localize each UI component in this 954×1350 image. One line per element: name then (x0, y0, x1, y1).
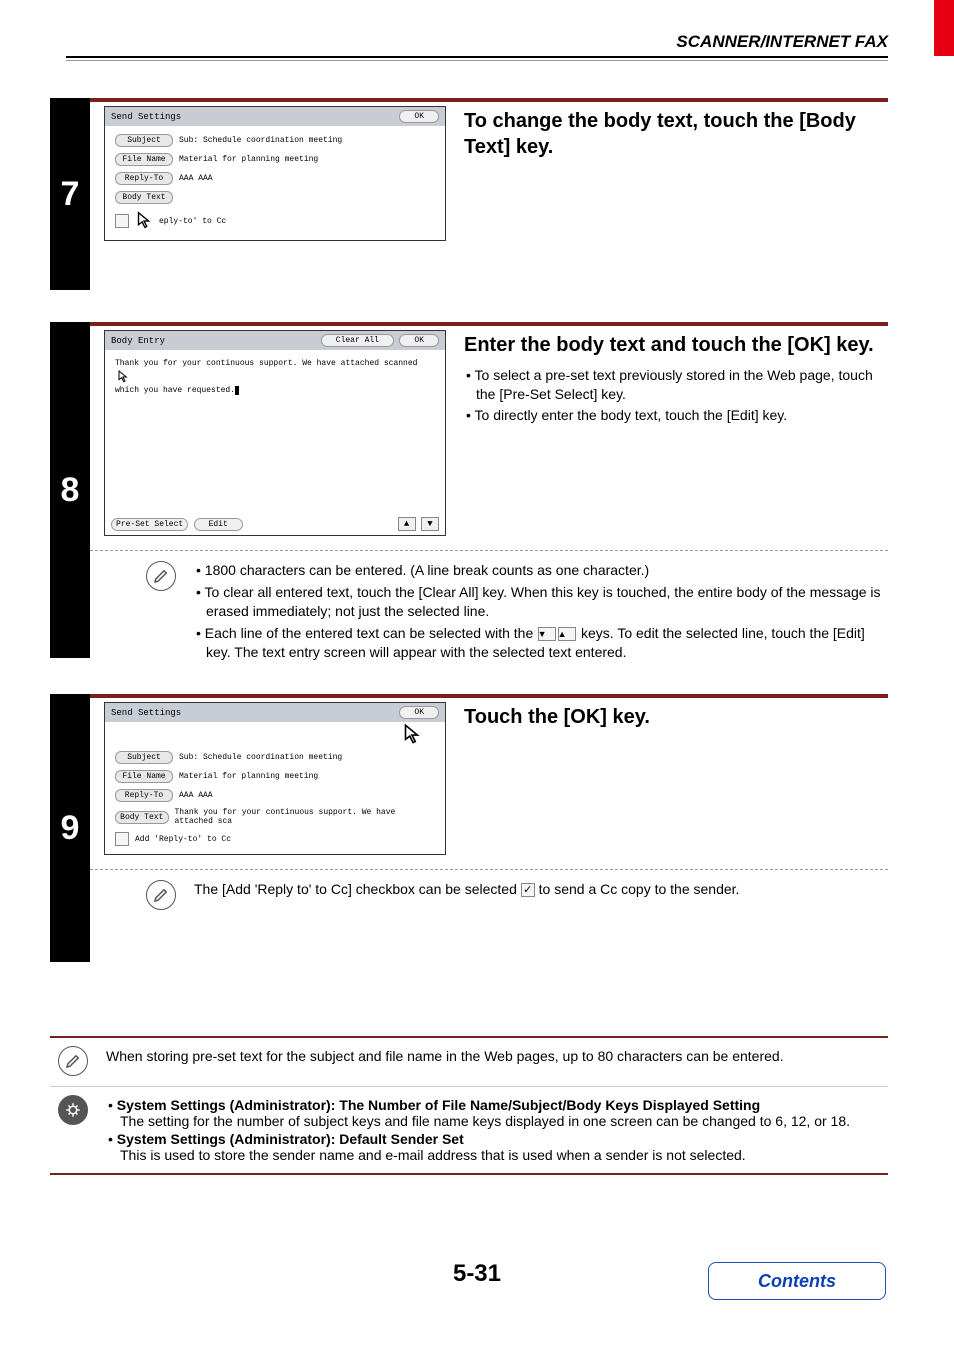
step-note: 1800 characters can be entered. (A line … (90, 561, 888, 665)
bottom-notes: When storing pre-set text for the subjec… (50, 1036, 888, 1175)
scroll-down-button[interactable]: ▼ (421, 517, 439, 531)
edit-button[interactable]: Edit (194, 518, 243, 531)
replyto-value: AAA AAA (179, 174, 213, 183)
ok-button[interactable]: OK (399, 110, 439, 123)
filename-button[interactable]: File Name (115, 153, 173, 166)
step-note: The [Add 'Reply to' to Cc] checkbox can … (90, 880, 888, 910)
step-bullets: To select a pre-set text previously stor… (464, 366, 888, 425)
cursor-icon (133, 210, 155, 232)
body-line-1: Thank you for your continuous support. W… (115, 359, 417, 368)
step-heading: Touch the [OK] key. (464, 704, 888, 730)
note-text-b: to send a Cc copy to the sender. (539, 881, 740, 897)
cc-label: Add 'Reply-to' to Cc (135, 835, 231, 844)
step-9: 9 Send Settings OK SubjectSub: Schedule … (50, 694, 888, 910)
admin-note-body: This is used to store the sender name an… (118, 1147, 746, 1163)
send-settings-panel: Send Settings OK Subject Sub: Schedule co… (104, 702, 446, 855)
replyto-button[interactable]: Reply-To (115, 789, 173, 802)
note-text: When storing pre-set text for the subjec… (106, 1048, 784, 1064)
preset-select-button[interactable]: Pre-Set Select (111, 518, 188, 531)
gear-note-icon (58, 1095, 88, 1125)
subject-button[interactable]: Subject (115, 751, 173, 764)
admin-note-title: System Settings (Administrator): The Num… (117, 1097, 760, 1113)
step-number: 8 (50, 322, 90, 658)
bullet-item: To select a pre-set text previously stor… (464, 366, 888, 404)
bodytext-button[interactable]: Body Text (115, 811, 169, 824)
filename-value: Material for planning meeting (179, 772, 318, 781)
pencil-note-icon (58, 1046, 88, 1076)
subject-value: Sub: Schedule coordination meeting (179, 753, 342, 762)
note-text-a: The [Add 'Reply to' to Cc] checkbox can … (194, 881, 521, 897)
step-number: 9 (50, 694, 90, 962)
ok-button[interactable]: OK (399, 706, 439, 719)
bodytext-value: Thank you for your continuous support. W… (175, 808, 436, 826)
cursor-icon (115, 369, 131, 385)
page-accent-bar (934, 0, 954, 56)
separator (90, 869, 888, 870)
note-line: Each line of the entered text can be sel… (194, 624, 888, 663)
up-key-icon: ▲ (558, 627, 576, 641)
filename-value: Material for planning meeting (179, 155, 318, 164)
bodytext-button[interactable]: Body Text (115, 191, 173, 204)
separator (90, 550, 888, 551)
contents-button[interactable]: Contents (708, 1262, 886, 1300)
note-line: 1800 characters can be entered. (A line … (194, 561, 888, 581)
replyto-value: AAA AAA (179, 791, 213, 800)
step-heading: To change the body text, touch the [Body… (464, 108, 888, 160)
step-8: 8 Body Entry Clear All OK Thank you for … (50, 322, 888, 665)
step-number: 7 (50, 98, 90, 290)
cursor-icon (399, 722, 425, 748)
header-rule (66, 56, 888, 58)
admin-note-body: The setting for the number of subject ke… (118, 1113, 850, 1129)
down-key-icon: ▼ (538, 627, 556, 641)
panel-title: Body Entry (111, 336, 165, 346)
step-7: 7 Send Settings OK SubjectSub: Schedule … (50, 98, 888, 245)
subject-value: Sub: Schedule coordination meeting (179, 136, 342, 145)
panel-title: Send Settings (111, 708, 181, 718)
clear-all-button[interactable]: Clear All (321, 334, 394, 347)
section-header: SCANNER/INTERNET FAX (676, 32, 888, 52)
cc-checkbox[interactable] (115, 214, 129, 228)
cc-label: eply-to' to Cc (159, 217, 226, 226)
filename-button[interactable]: File Name (115, 770, 173, 783)
step-heading: Enter the body text and touch the [OK] k… (464, 332, 888, 358)
scroll-up-button[interactable]: ▲ (398, 517, 416, 531)
ok-button[interactable]: OK (399, 334, 439, 347)
note-line: To clear all entered text, touch the [Cl… (194, 583, 888, 622)
body-entry-panel: Body Entry Clear All OK Thank you for yo… (104, 330, 446, 536)
cc-checkbox[interactable] (115, 832, 129, 846)
body-line-2: which you have requested. (115, 386, 235, 395)
pencil-note-icon (146, 880, 176, 910)
send-settings-panel: Send Settings OK Subject Sub: Schedule co… (104, 106, 446, 241)
pencil-note-icon (146, 561, 176, 591)
subject-button[interactable]: Subject (115, 134, 173, 147)
admin-note-title: System Settings (Administrator): Default… (117, 1131, 464, 1147)
checkbox-checked-icon: ✓ (521, 883, 535, 897)
bullet-item: To directly enter the body text, touch t… (464, 406, 888, 425)
replyto-button[interactable]: Reply-To (115, 172, 173, 185)
panel-title: Send Settings (111, 112, 181, 122)
header-rule-thin (66, 60, 888, 61)
